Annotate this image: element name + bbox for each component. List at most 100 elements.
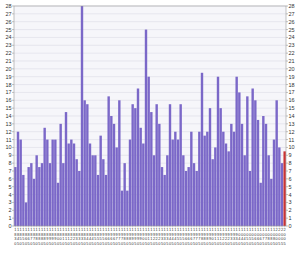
bar	[227, 151, 229, 226]
y-tick-label: 18	[5, 82, 11, 88]
y-tick	[12, 37, 14, 38]
y2-tick-label: 27	[289, 11, 295, 17]
y-tick-label: 2	[8, 207, 11, 213]
y-tick-label: 9	[8, 152, 11, 158]
bar	[262, 116, 264, 226]
grid-line	[14, 92, 286, 93]
bar	[185, 171, 187, 226]
y-tick-label: 27	[5, 11, 11, 17]
y-tick	[12, 139, 14, 140]
bar	[174, 132, 176, 226]
bar	[177, 140, 179, 226]
y-tick-label: 11	[6, 137, 12, 143]
grid-line	[14, 116, 286, 117]
y-tick-label: 5	[8, 184, 11, 190]
y-tick-label: 13	[5, 121, 11, 127]
bar	[35, 155, 37, 226]
grid-line	[14, 76, 286, 77]
y-tick-label: 17	[5, 89, 11, 95]
bar	[54, 140, 56, 226]
y2-tick-label: 10	[289, 144, 295, 150]
bar	[161, 167, 163, 226]
bar	[65, 112, 67, 226]
plot-background	[14, 6, 286, 226]
y-tick	[12, 194, 14, 195]
bar	[179, 104, 181, 226]
bar	[241, 124, 243, 226]
bar	[219, 108, 221, 226]
bar	[270, 179, 272, 226]
y2-tick-label: 1	[289, 215, 292, 221]
y-tick	[12, 6, 14, 7]
bar	[217, 77, 219, 226]
bar	[283, 151, 285, 226]
y2-tick-label: 21	[289, 58, 295, 64]
y-tick	[12, 68, 14, 69]
bar	[238, 92, 240, 226]
y2-tick-label: 6	[289, 176, 292, 182]
y-tick-label: 24	[5, 34, 11, 40]
y-tick	[12, 29, 14, 30]
chart: 0123456789101112131415161718192021222324…	[0, 0, 300, 254]
plot-frame	[14, 6, 286, 226]
bar	[57, 183, 59, 226]
y-tick-label: 21	[5, 58, 11, 64]
bar	[251, 89, 253, 227]
bar	[99, 136, 101, 226]
bar	[134, 108, 136, 226]
y-tick	[12, 61, 14, 62]
x-tick-label-line: 5	[284, 241, 286, 246]
y-tick	[12, 171, 14, 172]
bar	[105, 175, 107, 226]
bar	[27, 167, 29, 226]
y2-tick-label: 16	[289, 97, 295, 103]
bar	[249, 171, 251, 226]
bar	[33, 179, 35, 226]
y-tick-label: 22	[5, 50, 11, 56]
bar	[25, 202, 27, 226]
y-tick	[12, 45, 14, 46]
bar	[59, 124, 61, 226]
bar	[73, 144, 75, 227]
bar	[19, 140, 21, 226]
bar	[46, 140, 48, 226]
grid-line	[14, 131, 286, 132]
bar	[81, 6, 83, 226]
bar	[43, 128, 45, 226]
y-tick	[12, 92, 14, 93]
bar	[51, 140, 53, 226]
x-axis: 1830184518501855186018651870187518801885…	[14, 226, 286, 246]
y2-tick-label: 3	[289, 199, 292, 205]
bar	[67, 144, 69, 227]
bar	[243, 155, 245, 226]
grid-line	[14, 61, 286, 62]
bar	[246, 96, 248, 226]
bar	[139, 128, 141, 226]
bar	[198, 132, 200, 226]
y2-axis: 0123456789101112131415161718192021222324…	[286, 3, 295, 229]
bar	[182, 155, 184, 226]
bar	[14, 167, 16, 226]
y-tick-label: 8	[8, 160, 11, 166]
y2-tick-label: 23	[289, 42, 295, 48]
y-tick	[12, 116, 14, 117]
y2-tick-label: 0	[289, 223, 292, 229]
y-tick-label: 28	[5, 3, 11, 9]
y-tick	[12, 202, 14, 203]
bars	[14, 6, 286, 226]
bar	[163, 175, 165, 226]
grid-line	[14, 100, 286, 101]
y2-tick-label: 19	[289, 74, 295, 80]
bar	[166, 155, 168, 226]
bar	[230, 124, 232, 226]
bar	[254, 100, 256, 226]
bar	[257, 120, 259, 226]
y2-tick-label: 9	[289, 152, 292, 158]
bar	[17, 132, 19, 226]
bar	[94, 155, 96, 226]
grid	[14, 6, 286, 226]
y-tick-label: 25	[5, 27, 11, 33]
bar	[41, 163, 43, 226]
y2-tick-label: 5	[289, 184, 292, 190]
y-tick	[12, 108, 14, 109]
